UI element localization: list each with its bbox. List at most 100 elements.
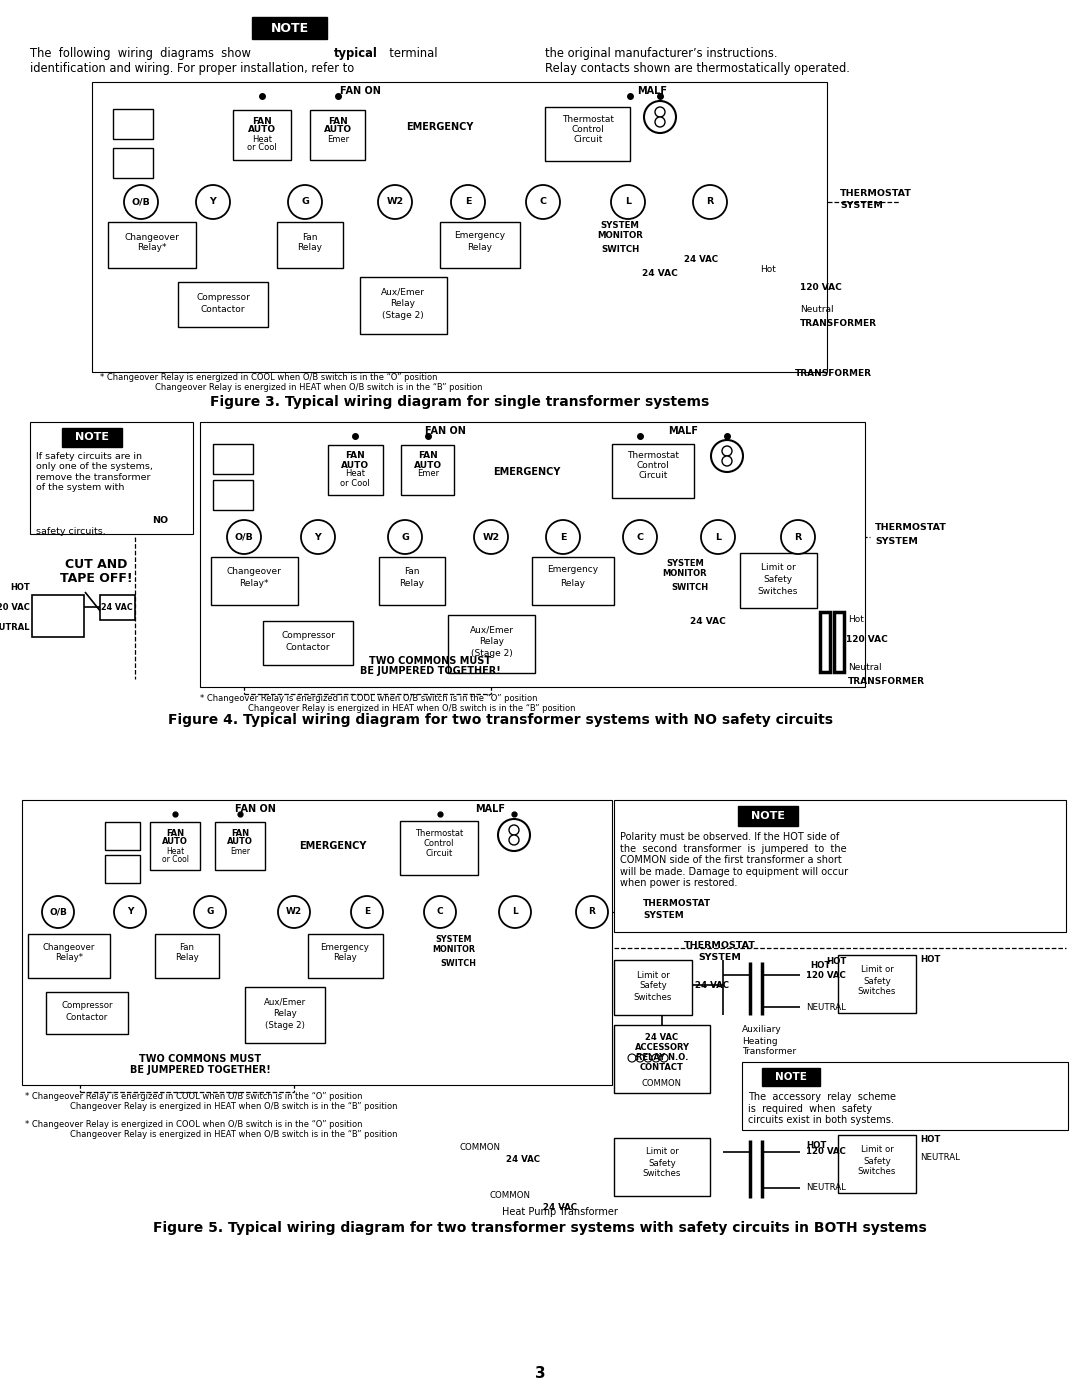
Text: 120 VAC: 120 VAC	[0, 602, 30, 612]
Text: 24 VAC: 24 VAC	[690, 617, 726, 626]
Bar	[105, 821, 140, 849]
Text: Safety: Safety	[764, 574, 793, 584]
Text: Heat: Heat	[166, 847, 184, 855]
Text: FAN ON: FAN ON	[339, 87, 380, 96]
Bar	[264, 622, 353, 665]
Bar	[401, 446, 454, 495]
Text: Changeover Relay is energized in HEAT when O/B switch is in the “B” position: Changeover Relay is energized in HEAT wh…	[70, 1102, 397, 1111]
Text: Figure 5. Typical wiring diagram for two transformer systems with safety circuit: Figure 5. Typical wiring diagram for two…	[153, 1221, 927, 1235]
Bar	[32, 595, 84, 637]
Bar	[834, 612, 843, 672]
Text: Y: Y	[126, 908, 133, 916]
Text: Changeover: Changeover	[43, 943, 95, 951]
Text: E: E	[559, 532, 566, 542]
Text: Relay: Relay	[297, 243, 323, 253]
Text: The  following  wiring  diagrams  show: The following wiring diagrams show	[30, 47, 258, 60]
Text: Relay: Relay	[400, 578, 424, 588]
Text: SYSTEM: SYSTEM	[435, 936, 472, 944]
Text: Relay: Relay	[175, 954, 199, 963]
Circle shape	[576, 895, 608, 928]
Text: SYSTEM: SYSTEM	[840, 201, 882, 211]
Bar	[360, 277, 447, 334]
Bar	[105, 855, 140, 883]
Text: 24 VAC: 24 VAC	[543, 1203, 577, 1213]
Text: (Stage 2): (Stage 2)	[471, 650, 513, 658]
Bar	[108, 222, 195, 268]
Text: Compressor: Compressor	[197, 292, 249, 302]
Circle shape	[652, 1053, 660, 1062]
Text: Fan: Fan	[302, 232, 318, 242]
Circle shape	[654, 108, 665, 117]
Text: Hot: Hot	[848, 615, 864, 623]
Text: FAN: FAN	[252, 116, 272, 126]
Circle shape	[723, 455, 732, 467]
Circle shape	[278, 895, 310, 928]
Text: AUTO: AUTO	[248, 126, 276, 134]
Bar	[62, 427, 122, 447]
Text: COMMON: COMMON	[489, 1190, 530, 1200]
Bar	[738, 806, 798, 826]
Bar	[200, 422, 865, 687]
Text: Relay: Relay	[391, 299, 416, 307]
Text: (Stage 2): (Stage 2)	[382, 310, 423, 320]
Text: Control: Control	[423, 838, 455, 848]
Text: Safety: Safety	[863, 977, 891, 985]
Text: R: R	[589, 908, 595, 916]
Text: FAN: FAN	[328, 116, 348, 126]
Text: Limit or: Limit or	[646, 1147, 678, 1157]
Circle shape	[611, 184, 645, 219]
Text: Fan: Fan	[404, 567, 420, 576]
Text: RELAY N.O.: RELAY N.O.	[636, 1053, 688, 1063]
Text: or Cool: or Cool	[247, 144, 276, 152]
Text: W2: W2	[483, 532, 500, 542]
Text: Fan: Fan	[179, 943, 194, 951]
Bar	[762, 1067, 820, 1085]
Text: Emergency: Emergency	[548, 566, 598, 574]
Text: EMERGENCY: EMERGENCY	[406, 122, 474, 131]
Text: NEUTRAL: NEUTRAL	[806, 1003, 846, 1011]
Text: 24 VAC: 24 VAC	[102, 602, 133, 612]
Text: Circuit: Circuit	[573, 136, 603, 144]
Bar	[178, 282, 268, 327]
Text: Aux/Emer: Aux/Emer	[264, 997, 306, 1006]
Text: Relay*: Relay*	[137, 243, 166, 253]
Text: Contactor: Contactor	[201, 305, 245, 313]
Text: Switches: Switches	[643, 1169, 681, 1179]
Text: Neutral: Neutral	[848, 662, 881, 672]
Text: FAN: FAN	[418, 451, 437, 461]
Text: C: C	[540, 197, 546, 207]
Text: Limit or: Limit or	[861, 965, 893, 975]
Text: MONITOR: MONITOR	[663, 569, 707, 577]
Text: Hot: Hot	[760, 265, 775, 274]
Text: CONTACT: CONTACT	[640, 1063, 684, 1073]
Text: 24 VAC: 24 VAC	[684, 256, 718, 264]
Text: Y: Y	[314, 532, 322, 542]
Text: 120 VAC: 120 VAC	[806, 1147, 846, 1157]
Circle shape	[623, 520, 657, 555]
Text: R: R	[795, 532, 801, 542]
Circle shape	[526, 184, 561, 219]
Bar	[252, 17, 327, 39]
Circle shape	[644, 101, 676, 133]
Text: MALF: MALF	[669, 426, 698, 436]
Text: Changeover Relay is energized in HEAT when O/B switch is in the “B” position: Changeover Relay is energized in HEAT wh…	[248, 704, 576, 712]
Circle shape	[546, 520, 580, 555]
Text: G: G	[401, 532, 409, 542]
Bar	[100, 595, 135, 620]
Bar	[213, 444, 253, 474]
Circle shape	[227, 520, 261, 555]
Text: identification and wiring. For proper installation, refer to: identification and wiring. For proper in…	[30, 61, 354, 75]
Text: Switches: Switches	[758, 587, 798, 595]
Text: TRANSFORMER: TRANSFORMER	[795, 369, 872, 377]
Text: TAPE OFF!: TAPE OFF!	[59, 573, 133, 585]
Text: MONITOR: MONITOR	[597, 232, 643, 240]
Text: AUTO: AUTO	[341, 461, 369, 469]
Text: L: L	[715, 532, 721, 542]
Bar	[310, 110, 365, 161]
Circle shape	[474, 520, 508, 555]
Text: L: L	[625, 197, 631, 207]
Circle shape	[693, 184, 727, 219]
Text: Contactor: Contactor	[286, 644, 330, 652]
Text: E: E	[464, 197, 471, 207]
Text: Changeover: Changeover	[124, 232, 179, 242]
